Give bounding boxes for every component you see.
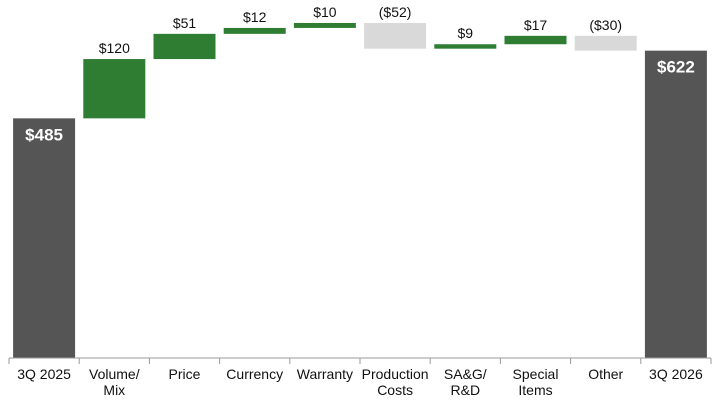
x-tick-label-3: Currency <box>226 366 283 382</box>
x-tick-label-line: Warranty <box>297 366 353 382</box>
x-tick-label-line: Mix <box>103 382 125 398</box>
x-tick-label-6: SA&G/R&D <box>444 366 487 398</box>
bar-8 <box>574 35 637 51</box>
value-label-7: $17 <box>524 17 548 33</box>
x-tick-label-7: Special Items <box>513 366 559 398</box>
x-tick-label-4: Warranty <box>297 366 353 382</box>
x-tick-label-line: 3Q 2026 <box>649 366 703 382</box>
value-label-8: ($30) <box>589 17 622 33</box>
value-label-9: $622 <box>657 58 695 77</box>
x-tick-label-line: Other <box>588 366 623 382</box>
x-tick-label-2: Price <box>169 366 201 382</box>
x-tick-label-line: R&D <box>451 382 481 398</box>
value-label-4: $10 <box>313 4 337 20</box>
bar-1 <box>83 59 146 119</box>
bar-9 <box>644 50 707 359</box>
value-label-5: ($52) <box>379 4 412 20</box>
x-axis <box>8 357 712 364</box>
x-tick-label-0: 3Q 2025 <box>17 366 71 382</box>
bar-5 <box>364 22 427 49</box>
x-tick-label-line: Special <box>513 366 559 382</box>
x-tick-labels-group: 3Q 2025 Volume/Mix Price Currency Warranty Pr… <box>17 366 703 398</box>
x-tick-label-line: 3Q 2025 <box>17 366 71 382</box>
x-tick-label-line: Costs <box>377 382 413 398</box>
value-label-2: $51 <box>173 15 197 31</box>
x-tick-label-line: Volume/ <box>89 366 140 382</box>
x-tick-label-9: 3Q 2026 <box>649 366 703 382</box>
x-tick-label-line: Items <box>518 382 552 398</box>
x-tick-label-line: Currency <box>226 366 283 382</box>
bar-7 <box>504 35 567 45</box>
x-tick-label-1: Volume/Mix <box>89 366 140 398</box>
value-label-6: $9 <box>458 25 474 41</box>
x-tick-label-8: Other <box>588 366 623 382</box>
x-tick-label-line: Production <box>362 366 429 382</box>
value-label-1: $120 <box>99 40 130 56</box>
bars-group <box>13 22 707 359</box>
bar-3 <box>223 27 286 34</box>
bar-4 <box>293 22 356 28</box>
value-labels-group: $485 $120 $51 $12 $10 ($52) $9 $17 ($30) $622 <box>25 4 695 144</box>
value-label-3: $12 <box>243 9 267 25</box>
bar-2 <box>153 33 216 60</box>
value-label-0: $485 <box>25 125 63 144</box>
x-tick-label-line: Price <box>169 366 201 382</box>
x-tick-label-line: SA&G/ <box>444 366 487 382</box>
bar-0 <box>13 118 76 359</box>
x-tick-label-5: Production Costs <box>362 366 429 398</box>
bar-6 <box>434 44 497 49</box>
